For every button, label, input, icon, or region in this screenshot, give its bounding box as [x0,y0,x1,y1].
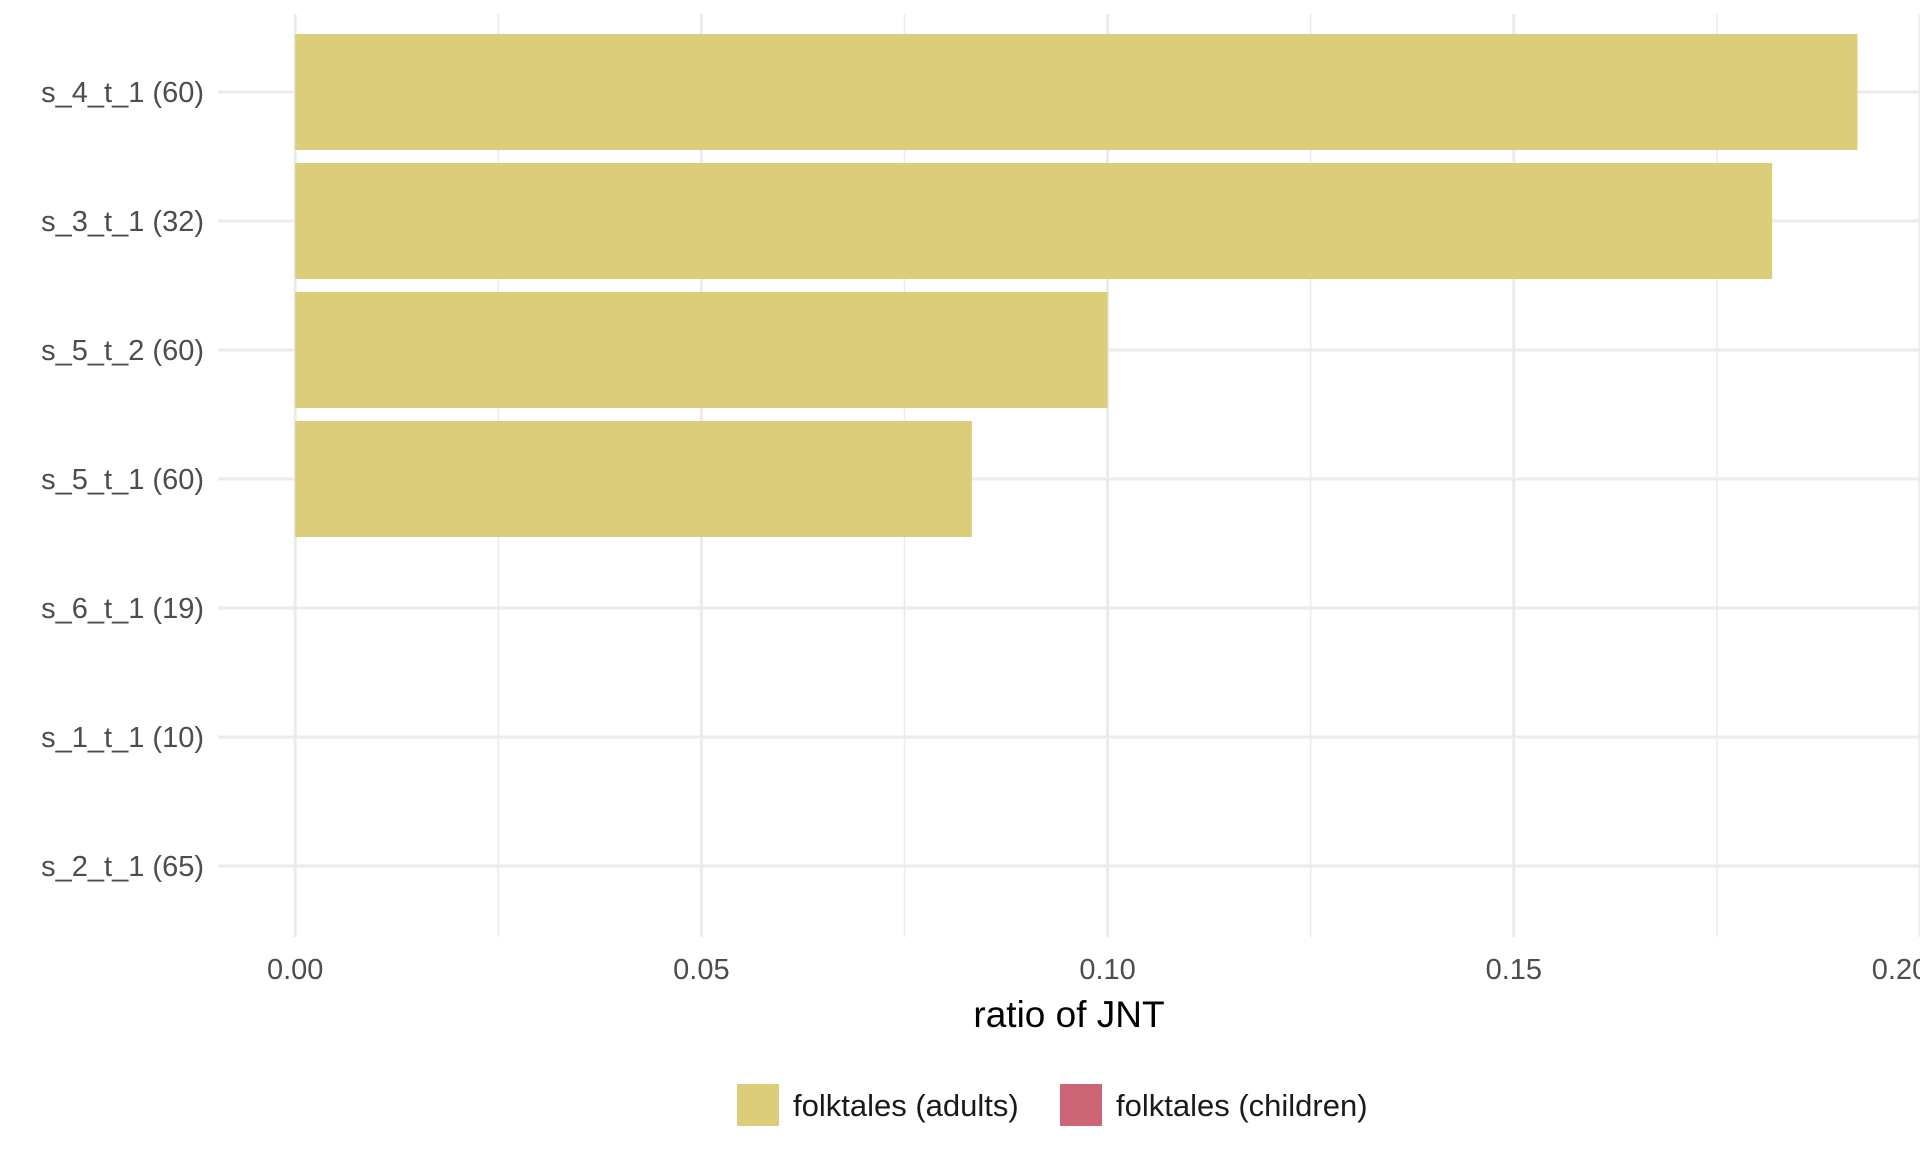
legend-swatch [737,1084,779,1126]
y-tick-label: s_6_t_1 (19) [41,593,204,625]
y-tick-label: s_4_t_1 (60) [41,77,204,109]
y-axis-labels: s_4_t_1 (60) s_3_t_1 (32) s_5_t_2 (60) s_5_… [41,77,204,883]
x-axis-title: ratio of JNT [973,994,1164,1035]
y-tick-label: s_5_t_1 (60) [41,464,204,496]
bar [295,292,1108,408]
y-tick-label: s_1_t_1 (10) [41,722,204,754]
legend-swatch [1060,1084,1102,1126]
bar [295,34,1858,150]
x-tick-label: 0.05 [673,954,729,986]
y-tick-label: s_5_t_2 (60) [41,335,204,367]
bar [295,421,972,537]
x-axis-labels: 0.00 0.05 0.10 0.15 0.20 [267,954,1920,986]
legend-label: folktales (adults) [793,1088,1019,1123]
legend-label: folktales (children) [1116,1088,1368,1123]
x-tick-label: 0.20 [1872,954,1920,986]
bar [295,163,1773,279]
legend: folktales (adults) folktales (children) [737,1084,1368,1126]
x-tick-label: 0.00 [267,954,323,986]
x-tick-label: 0.15 [1486,954,1542,986]
y-tick-label: s_3_t_1 (32) [41,206,204,238]
x-tick-label: 0.10 [1079,954,1135,986]
bars [295,34,1858,537]
y-tick-label: s_2_t_1 (65) [41,851,204,883]
